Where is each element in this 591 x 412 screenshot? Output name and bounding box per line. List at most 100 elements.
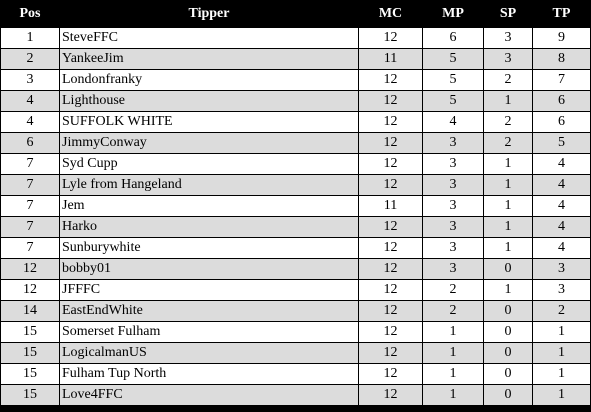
cell-tipper: Sunburywhite: [60, 238, 358, 258]
cell-mp: 3: [423, 238, 483, 258]
cell-mc: 12: [359, 301, 422, 321]
cell-mc: 11: [359, 49, 422, 69]
cell-pos: 14: [1, 301, 59, 321]
cell-tipper: LogicalmanUS: [60, 343, 358, 363]
cell-mp: 3: [423, 175, 483, 195]
cell-sp: 1: [484, 154, 532, 174]
cell-tipper: Lyle from Hangeland: [60, 175, 358, 195]
cell-tipper: YankeeJim: [60, 49, 358, 69]
header-mp: MP: [423, 1, 483, 27]
cell-sp: 1: [484, 175, 532, 195]
cell-mp: 6: [423, 28, 483, 48]
table-row: 4 Lighthouse 12 5 1 6: [1, 91, 590, 111]
table-row: 7 Sunburywhite 12 3 1 4: [1, 238, 590, 258]
cell-tipper: Fulham Tup North: [60, 364, 358, 384]
cell-sp: 3: [484, 28, 532, 48]
cell-sp: 0: [484, 322, 532, 342]
header-tipper: Tipper: [60, 1, 358, 27]
cell-tp: 4: [533, 217, 590, 237]
cell-sp: 2: [484, 112, 532, 132]
header-tp: TP: [533, 1, 590, 27]
cell-mp: 4: [423, 112, 483, 132]
cell-sp: 1: [484, 91, 532, 111]
table-row: 1 SteveFFC 12 6 3 9: [1, 28, 590, 48]
cell-tp: 4: [533, 238, 590, 258]
cell-mc: 12: [359, 70, 422, 90]
table-row: 15 LogicalmanUS 12 1 0 1: [1, 343, 590, 363]
cell-mp: 3: [423, 217, 483, 237]
cell-sp: 3: [484, 49, 532, 69]
cell-mc: 12: [359, 322, 422, 342]
cell-pos: 3: [1, 70, 59, 90]
cell-pos: 1: [1, 28, 59, 48]
cell-pos: 4: [1, 112, 59, 132]
cell-tp: 2: [533, 301, 590, 321]
table-row: 4 SUFFOLK WHITE 12 4 2 6: [1, 112, 590, 132]
cell-pos: 12: [1, 259, 59, 279]
table-row: 14 EastEndWhite 12 2 0 2: [1, 301, 590, 321]
cell-sp: 1: [484, 280, 532, 300]
cell-pos: 15: [1, 364, 59, 384]
cell-pos: 15: [1, 322, 59, 342]
cell-mc: 12: [359, 385, 422, 405]
cell-sp: 1: [484, 196, 532, 216]
cell-pos: 6: [1, 133, 59, 153]
cell-tipper: Syd Cupp: [60, 154, 358, 174]
cell-mp: 1: [423, 322, 483, 342]
cell-mc: 12: [359, 217, 422, 237]
cell-sp: 0: [484, 364, 532, 384]
cell-sp: 1: [484, 238, 532, 258]
cell-mc: 12: [359, 28, 422, 48]
cell-tp: 9: [533, 28, 590, 48]
cell-tipper: SteveFFC: [60, 28, 358, 48]
cell-pos: 15: [1, 343, 59, 363]
cell-tipper: JimmyConway: [60, 133, 358, 153]
header-pos: Pos: [1, 1, 59, 27]
cell-mp: 3: [423, 196, 483, 216]
cell-tipper: Lighthouse: [60, 91, 358, 111]
table-row: 12 JFFFC 12 2 1 3: [1, 280, 590, 300]
cell-mp: 3: [423, 259, 483, 279]
table-row: 2 YankeeJim 11 5 3 8: [1, 49, 590, 69]
table-row: 7 Harko 12 3 1 4: [1, 217, 590, 237]
header-row: Pos Tipper MC MP SP TP: [1, 1, 590, 27]
cell-mc: 12: [359, 91, 422, 111]
cell-sp: 1: [484, 217, 532, 237]
cell-mp: 5: [423, 49, 483, 69]
cell-mp: 3: [423, 154, 483, 174]
cell-tp: 4: [533, 175, 590, 195]
cell-tipper: SUFFOLK WHITE: [60, 112, 358, 132]
cell-tipper: EastEndWhite: [60, 301, 358, 321]
cell-sp: 0: [484, 301, 532, 321]
cell-mp: 2: [423, 280, 483, 300]
cell-sp: 0: [484, 343, 532, 363]
cell-mc: 12: [359, 112, 422, 132]
header-mc: MC: [359, 1, 422, 27]
cell-pos: 7: [1, 238, 59, 258]
cell-pos: 2: [1, 49, 59, 69]
cell-mc: 12: [359, 238, 422, 258]
cell-tp: 1: [533, 385, 590, 405]
table-row: 15 Somerset Fulham 12 1 0 1: [1, 322, 590, 342]
cell-tp: 8: [533, 49, 590, 69]
table-row: 15 Fulham Tup North 12 1 0 1: [1, 364, 590, 384]
table-row: 15 Love4FFC 12 1 0 1: [1, 385, 590, 405]
cell-tp: 7: [533, 70, 590, 90]
cell-tipper: Somerset Fulham: [60, 322, 358, 342]
cell-mp: 5: [423, 70, 483, 90]
table-row: 6 JimmyConway 12 3 2 5: [1, 133, 590, 153]
cell-tipper: bobby01: [60, 259, 358, 279]
cell-mc: 11: [359, 196, 422, 216]
cell-mc: 12: [359, 154, 422, 174]
cell-pos: 12: [1, 280, 59, 300]
cell-tp: 1: [533, 364, 590, 384]
cell-pos: 7: [1, 154, 59, 174]
cell-tipper: Londonfranky: [60, 70, 358, 90]
table-row: 7 Jem 11 3 1 4: [1, 196, 590, 216]
cell-pos: 7: [1, 196, 59, 216]
table-header: Pos Tipper MC MP SP TP: [1, 1, 590, 27]
cell-tp: 4: [533, 154, 590, 174]
cell-mp: 1: [423, 343, 483, 363]
table-row: 7 Lyle from Hangeland 12 3 1 4: [1, 175, 590, 195]
cell-tipper: Jem: [60, 196, 358, 216]
